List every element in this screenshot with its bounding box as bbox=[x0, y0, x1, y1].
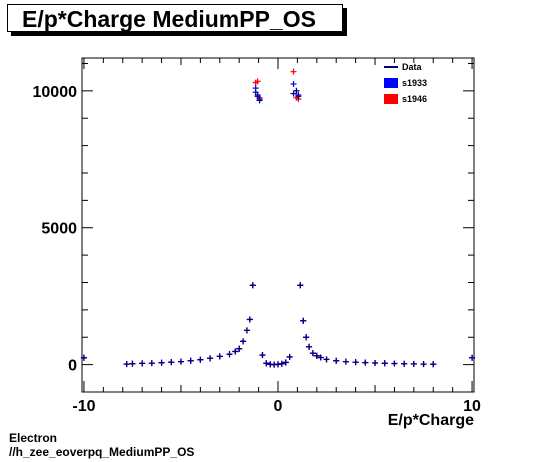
y-tick-label: 10000 bbox=[33, 84, 78, 101]
chart-title: E/p*Charge MediumPP_OS bbox=[7, 4, 343, 32]
legend-label-s1933: s1933 bbox=[402, 78, 427, 88]
x-tick-label: -10 bbox=[72, 398, 95, 415]
footer-caption: Electron //h_zee_eoverpq_MediumPP_OS bbox=[9, 431, 194, 459]
legend-label-s1946: s1946 bbox=[402, 94, 427, 104]
x-tick-label: 0 bbox=[274, 398, 283, 415]
series-s1933 bbox=[80, 81, 476, 368]
x-axis-label: E/p*Charge bbox=[388, 412, 474, 429]
x-tick-label: 10 bbox=[463, 398, 481, 415]
series-s1946 bbox=[80, 68, 476, 368]
footer-line-electron: Electron bbox=[9, 431, 58, 445]
y-tick-label: 5000 bbox=[41, 221, 77, 238]
legend-swatch-s1946 bbox=[384, 94, 398, 104]
legend-label-data: Data bbox=[402, 62, 423, 72]
y-tick-label: 0 bbox=[68, 358, 77, 375]
series-data bbox=[80, 87, 476, 368]
plot-frame bbox=[81, 57, 475, 393]
legend-swatch-s1933 bbox=[384, 78, 398, 88]
footer-line-histogram-path: //h_zee_eoverpq_MediumPP_OS bbox=[9, 445, 195, 459]
